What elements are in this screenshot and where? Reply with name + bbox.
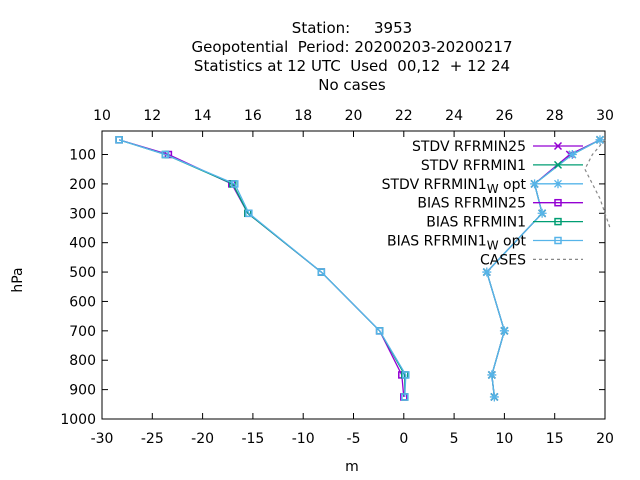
y-tick-label: 500 xyxy=(69,265,96,281)
x2-tick-label: 12 xyxy=(143,108,161,124)
legend-label: BIAS RFRMIN25 xyxy=(417,196,526,212)
star-marker xyxy=(487,370,497,380)
x-tick-label: 5 xyxy=(450,431,459,447)
legend-label: BIAS RFRMIN1 xyxy=(426,215,526,231)
star-marker xyxy=(595,135,605,145)
x-tick-label: 10 xyxy=(495,431,513,447)
x2-tick-label: 30 xyxy=(596,108,614,124)
star-marker xyxy=(567,150,577,160)
x2-tick-label: 22 xyxy=(395,108,413,124)
title-line: Statistics at 12 UTC Used 00,12 + 12 24 xyxy=(194,57,510,75)
x-tick-label: -20 xyxy=(191,431,214,447)
legend-entry: STDV RFRMIN1 xyxy=(421,158,583,174)
series-cases xyxy=(584,139,611,229)
y-tick-label: 700 xyxy=(69,324,96,340)
x2-tick-label: 26 xyxy=(495,108,513,124)
x2-tick-label: 16 xyxy=(244,108,262,124)
square-marker xyxy=(161,150,170,159)
series-line xyxy=(118,139,407,397)
legend-entry: STDV RFRMIN1W opt xyxy=(382,177,583,196)
x-tick-label: 20 xyxy=(596,431,614,447)
legend-label: CASES xyxy=(480,252,526,268)
square-marker xyxy=(231,180,239,188)
plot-frame xyxy=(101,130,606,420)
x-tick-label: 0 xyxy=(399,431,408,447)
square-marker xyxy=(554,236,562,245)
title-line: Geopotential Period: 20200203-20200217 xyxy=(192,38,513,56)
y-tick-label: 900 xyxy=(69,383,96,399)
y-tick-label: 200 xyxy=(69,177,96,193)
square-marker xyxy=(554,217,562,226)
series-bias-rfrmin25 xyxy=(115,136,408,401)
x-tick-label: -30 xyxy=(91,431,114,447)
square-marker xyxy=(245,209,253,218)
star-marker xyxy=(537,208,547,218)
star-marker xyxy=(499,326,509,336)
series-line xyxy=(118,139,405,398)
x-axis-top: 10 12 14 16 18 20 22 24 26 28 30 xyxy=(93,108,614,137)
series-bias-rfrmin1-w-opt xyxy=(115,136,410,401)
x-marker xyxy=(553,141,563,151)
legend-entry: BIAS RFRMIN1 xyxy=(426,215,583,231)
y-axis-label: hPa xyxy=(10,267,26,292)
series-stdv-rfrmin1-w-opt xyxy=(482,135,605,402)
legend: STDV RFRMIN25 STDV RFRMIN1 STDV RFRMIN1W o… xyxy=(382,139,583,268)
y-tick-label: 400 xyxy=(69,236,96,252)
x2-tick-label: 28 xyxy=(546,108,564,124)
series-lines xyxy=(115,135,611,402)
title-line: Station: 3953 xyxy=(292,19,412,37)
series-bias-rfrmin1 xyxy=(115,136,409,401)
title-line: No cases xyxy=(318,76,386,94)
square-marker xyxy=(402,371,410,379)
x2-tick-label: 14 xyxy=(194,108,212,124)
x-axis-bottom: -30 -25 -20 -15 -10 -5 0 5 10 15 20 xyxy=(91,413,614,447)
legend-label: BIAS RFRMIN1W opt xyxy=(387,234,527,253)
legend-entry: BIAS RFRMIN1W opt xyxy=(387,234,583,253)
legend-entry: CASES xyxy=(480,252,583,268)
y-tick-label: 600 xyxy=(69,294,96,310)
star-marker xyxy=(489,392,499,402)
legend-entry: BIAS RFRMIN25 xyxy=(417,196,583,212)
y-tick-label: 1000 xyxy=(60,412,96,428)
x2-tick-label: 18 xyxy=(294,108,312,124)
x-marker xyxy=(553,160,563,169)
square-marker xyxy=(401,393,409,401)
x2-tick-label: 24 xyxy=(445,108,463,124)
star-marker xyxy=(553,179,563,189)
x-tick-label: -25 xyxy=(141,431,164,447)
y-tick-label: 800 xyxy=(69,353,96,369)
x2-tick-label: 20 xyxy=(345,108,363,124)
y-axis: 100 200 300 400 500 600 700 800 900 1000 xyxy=(60,148,605,428)
square-marker xyxy=(317,268,326,276)
y-tick-label: 300 xyxy=(69,206,96,222)
x-tick-label: 15 xyxy=(546,431,564,447)
plot-border xyxy=(101,130,606,420)
series-line xyxy=(118,139,406,397)
star-marker xyxy=(482,267,492,277)
y-tick-label: 100 xyxy=(69,148,96,164)
x2-tick-label: 10 xyxy=(93,108,111,124)
x-tick-label: -5 xyxy=(347,431,361,447)
legend-entry: STDV RFRMIN25 xyxy=(412,139,583,155)
legend-label: STDV RFRMIN1 xyxy=(421,158,526,174)
square-marker xyxy=(115,136,123,144)
legend-label: STDV RFRMIN25 xyxy=(412,139,526,155)
square-marker xyxy=(554,198,562,207)
x-tick-label: -10 xyxy=(292,431,315,447)
series-line xyxy=(584,139,611,229)
legend-label: STDV RFRMIN1W opt xyxy=(382,177,527,196)
square-marker xyxy=(375,327,384,335)
x-tick-label: -15 xyxy=(241,431,264,447)
series-line xyxy=(486,139,601,398)
x-axis-label: m xyxy=(345,459,359,475)
